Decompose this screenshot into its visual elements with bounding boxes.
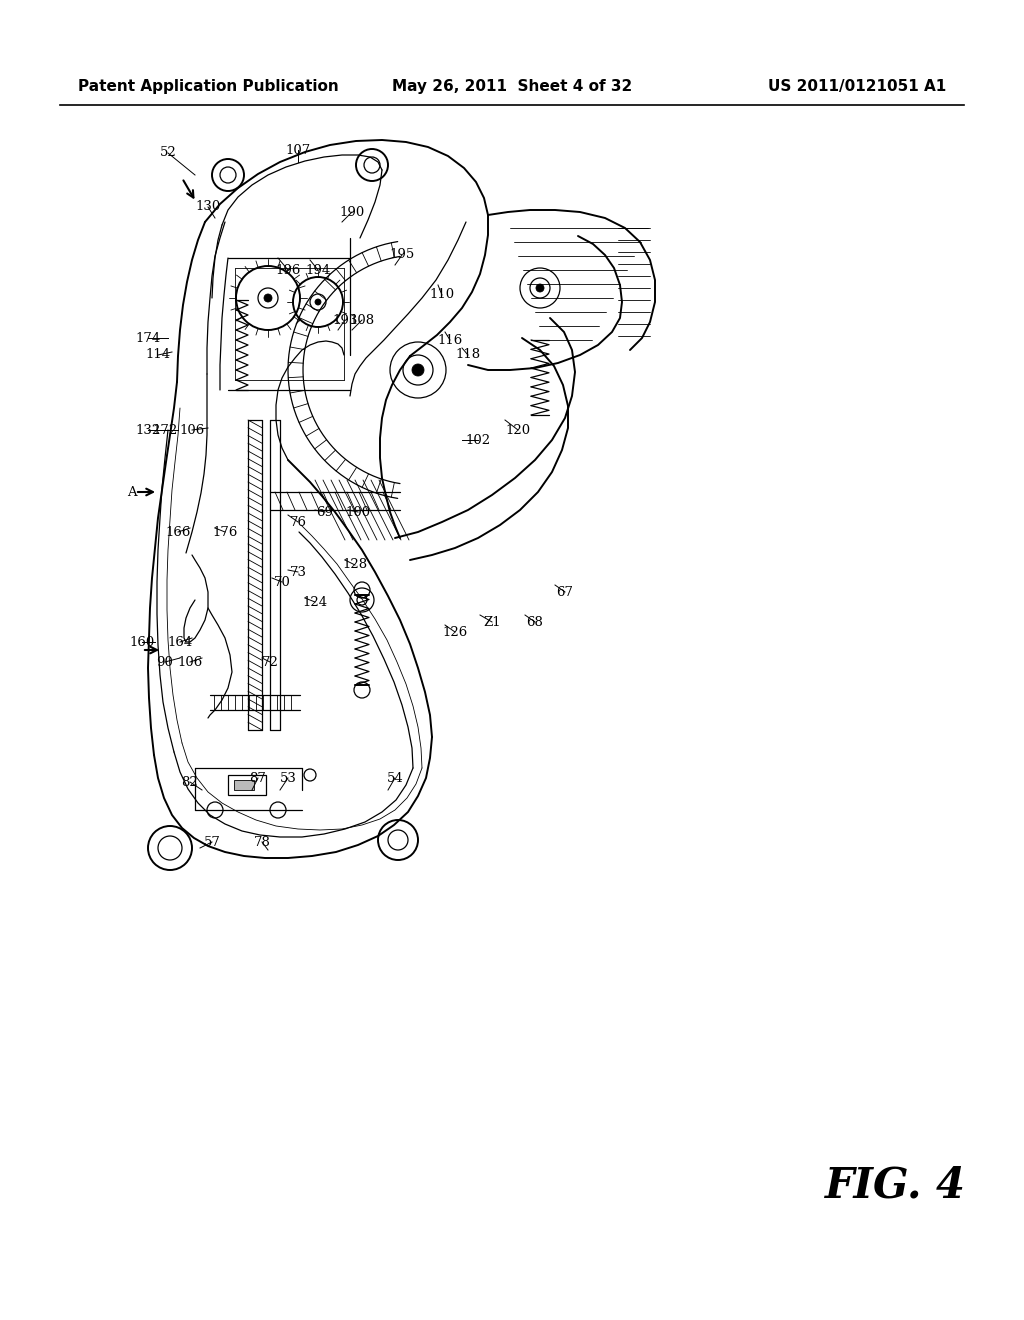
Text: 76: 76 — [290, 516, 306, 528]
Text: FIG. 4: FIG. 4 — [825, 1164, 966, 1206]
Circle shape — [315, 300, 321, 305]
Text: 73: 73 — [290, 565, 306, 578]
Text: 106: 106 — [179, 424, 205, 437]
Text: 166: 166 — [165, 525, 190, 539]
Text: 53: 53 — [280, 771, 296, 784]
Text: US 2011/0121051 A1: US 2011/0121051 A1 — [768, 78, 946, 94]
Text: 130: 130 — [196, 201, 220, 214]
Text: 82: 82 — [181, 776, 199, 788]
Circle shape — [310, 294, 326, 310]
Text: 124: 124 — [302, 595, 328, 609]
Text: 87: 87 — [250, 771, 266, 784]
Text: 196: 196 — [275, 264, 301, 276]
Text: 190: 190 — [339, 206, 365, 219]
Text: 70: 70 — [273, 576, 291, 589]
Bar — [228, 775, 266, 795]
Text: Z1: Z1 — [483, 615, 501, 628]
Text: 174: 174 — [135, 331, 161, 345]
Text: 54: 54 — [387, 771, 403, 784]
Text: 68: 68 — [526, 615, 544, 628]
Circle shape — [412, 364, 424, 376]
Text: 102: 102 — [466, 433, 490, 446]
Text: 160: 160 — [129, 635, 155, 648]
Text: 120: 120 — [506, 424, 530, 437]
Text: 172: 172 — [153, 424, 177, 437]
Text: 132: 132 — [135, 424, 161, 437]
Text: May 26, 2011  Sheet 4 of 32: May 26, 2011 Sheet 4 of 32 — [392, 78, 632, 94]
Text: 67: 67 — [556, 586, 573, 598]
Text: 52: 52 — [160, 147, 176, 160]
Circle shape — [258, 288, 278, 308]
Text: 106: 106 — [177, 656, 203, 668]
Text: 57: 57 — [204, 836, 220, 849]
Text: 114: 114 — [145, 348, 171, 362]
Text: 126: 126 — [442, 626, 468, 639]
Text: 164: 164 — [167, 635, 193, 648]
Text: 69: 69 — [316, 506, 334, 519]
Text: 194: 194 — [305, 264, 331, 276]
Text: 176: 176 — [212, 525, 238, 539]
Text: 116: 116 — [437, 334, 463, 346]
Text: Patent Application Publication: Patent Application Publication — [78, 78, 339, 94]
Text: 193: 193 — [333, 314, 357, 326]
Text: 90: 90 — [157, 656, 173, 668]
Text: 195: 195 — [389, 248, 415, 261]
Bar — [234, 780, 254, 789]
Text: 78: 78 — [254, 836, 270, 849]
Text: 107: 107 — [286, 144, 310, 157]
Text: 100: 100 — [345, 506, 371, 519]
Text: 118: 118 — [456, 348, 480, 362]
Text: 72: 72 — [261, 656, 279, 668]
Text: A: A — [127, 486, 137, 499]
Text: 128: 128 — [342, 558, 368, 572]
Circle shape — [536, 284, 544, 292]
Text: 110: 110 — [429, 289, 455, 301]
Circle shape — [264, 294, 272, 302]
Text: 108: 108 — [349, 314, 375, 326]
